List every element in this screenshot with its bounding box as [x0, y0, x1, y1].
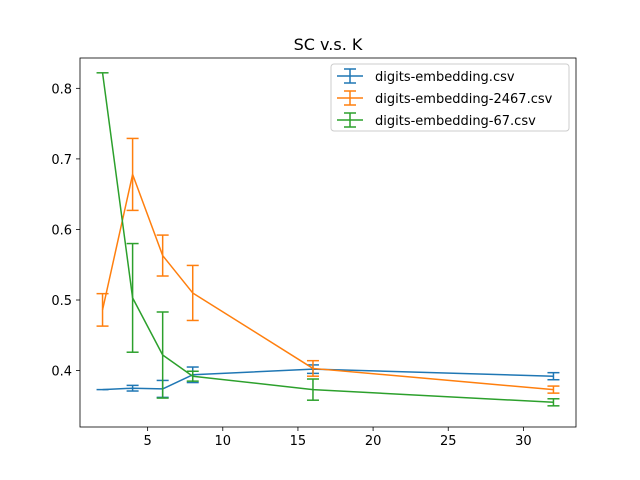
legend-frame [330, 63, 570, 132]
x-tick-label: 30 [515, 434, 532, 449]
series-2 [96, 72, 560, 407]
legend-item: digits-embedding.csv [337, 68, 515, 85]
series-line [102, 368, 554, 391]
series-line [101, 72, 554, 404]
x-tick-label: 15 [290, 434, 307, 449]
y-tick-label: 0.5 [51, 294, 72, 309]
chart-title: SC v.s. K [294, 35, 363, 54]
x-tick-label: 5 [143, 434, 151, 449]
x-tick-label: 25 [440, 434, 457, 449]
legend-label: digits-embedding-2467.csv [375, 92, 553, 107]
legend-label: digits-embedding.csv [375, 70, 515, 85]
axes-frame [79, 57, 577, 428]
x-tick-label: 10 [215, 434, 232, 449]
series-line [101, 173, 554, 391]
series-1 [96, 137, 560, 394]
y-tick-label: 0.4 [51, 365, 72, 380]
x-tick-label: 20 [365, 434, 382, 449]
y-tick-label: 0.6 [51, 223, 72, 238]
y-tick-label: 0.7 [51, 153, 72, 168]
plot-area: 5 10 15 20 25 30 0.4 0.5 0.6 0.7 0.8 [51, 57, 577, 449]
chart-legend: digits-embedding.csv digits-embedding-246… [330, 63, 570, 132]
y-tick-label: 0.8 [51, 82, 72, 97]
legend-label: digits-embedding-67.csv [375, 114, 536, 129]
legend-item: digits-embedding-2467.csv [337, 90, 553, 107]
legend-item: digits-embedding-67.csv [337, 112, 536, 129]
